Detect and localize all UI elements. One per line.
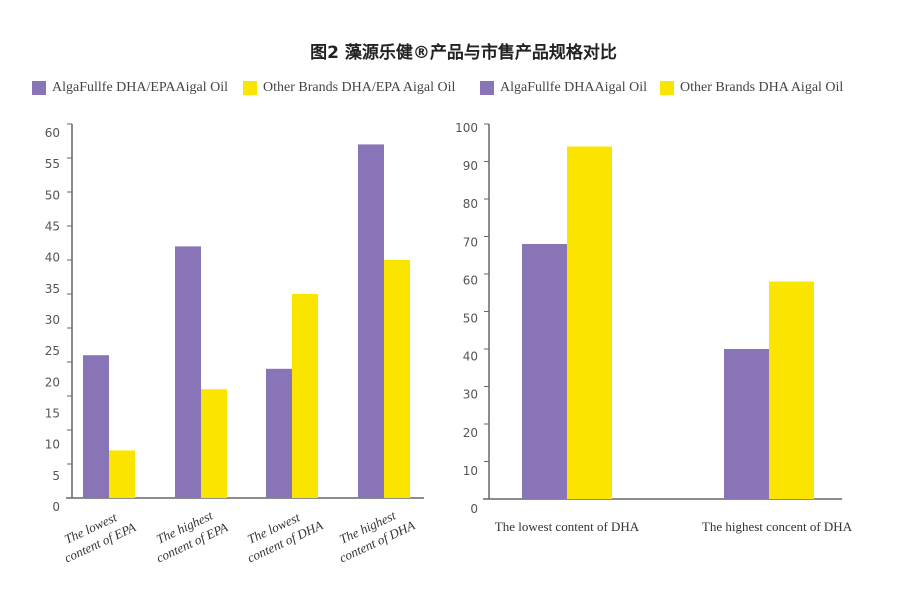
x-category-label: The highestcontent of EPA [147, 504, 230, 566]
y-tick-label: 20 [463, 426, 478, 440]
legend-label: AlgaFullfe DHAAigal Oil [500, 80, 647, 95]
bar-purple [175, 246, 201, 498]
legend-swatch-purple [32, 81, 46, 95]
y-tick-label: 50 [463, 312, 478, 326]
x-category-label: The highest concent of DHA [702, 519, 853, 534]
y-tick-label: 20 [45, 375, 60, 389]
bar-purple [358, 144, 384, 498]
y-tick-label: 40 [45, 251, 60, 265]
y-tick-label: 50 [45, 188, 60, 202]
x-category-label: The lowestcontent of EPA [55, 504, 138, 566]
bar-purple [83, 355, 109, 498]
legend-item: Other Brands DHA/EPA Aigal Oil [243, 80, 455, 96]
y-tick-label: 10 [45, 438, 60, 452]
chart-title: 图2 藻源乐健®产品与市售产品规格对比 [310, 43, 617, 63]
x-category-label: The lowestcontent of DHA [238, 502, 326, 566]
y-tick-label: 10 [463, 464, 478, 478]
bar-purple [522, 244, 567, 499]
y-tick-label: 30 [45, 313, 60, 327]
bar-yellow [769, 281, 814, 499]
y-tick-label: 70 [463, 235, 478, 249]
y-tick-label: 80 [463, 197, 478, 211]
legend-item: AlgaFullfe DHA/EPAAigal Oil [32, 80, 228, 96]
bar-yellow [567, 146, 612, 499]
y-tick-label: 0 [52, 500, 60, 514]
y-tick-label: 90 [463, 159, 478, 173]
bar-yellow [384, 260, 410, 498]
y-tick-label: 0 [470, 502, 478, 516]
y-tick-label: 35 [45, 282, 60, 296]
legend-label: AlgaFullfe DHA/EPAAigal Oil [52, 80, 229, 95]
y-tick-label: 60 [45, 126, 60, 140]
y-tick-label: 55 [45, 157, 60, 171]
x-category-label: The highestcontent of DHA [330, 502, 418, 566]
bar-purple [266, 368, 292, 498]
y-tick-label: 40 [463, 350, 478, 364]
y-tick-label: 30 [463, 388, 478, 402]
y-tick-label: 25 [45, 344, 60, 358]
y-tick-label: 60 [463, 273, 478, 287]
y-tick-label: 15 [45, 407, 60, 421]
legend-swatch-yellow [243, 81, 257, 95]
x-category-label: The lowest content of DHA [495, 519, 640, 534]
y-tick-label: 100 [455, 121, 478, 135]
bar-yellow [201, 389, 227, 498]
legend-label: Other Brands DHA Aigal Oil [680, 80, 844, 95]
legend-label: Other Brands DHA/EPA Aigal Oil [263, 80, 456, 95]
legend-item: Other Brands DHA Aigal Oil [660, 80, 843, 96]
bar-yellow [109, 450, 135, 498]
legend-swatch-yellow [660, 81, 674, 95]
bar-yellow [292, 294, 318, 498]
y-tick-label: 5 [52, 469, 60, 483]
y-tick-label: 45 [45, 220, 60, 234]
legend-swatch-purple [480, 81, 494, 95]
bar-purple [724, 349, 769, 499]
legend-item: AlgaFullfe DHAAigal Oil [480, 80, 647, 96]
